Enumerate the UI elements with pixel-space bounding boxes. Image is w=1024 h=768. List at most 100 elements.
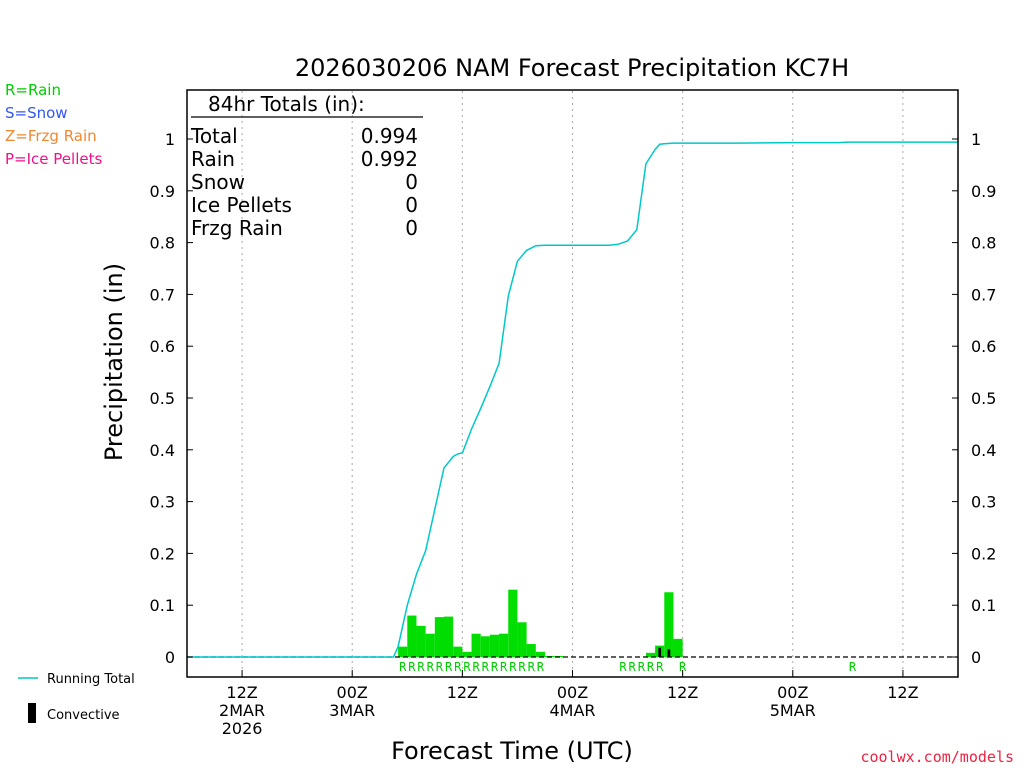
ptype-marker-20: R [656, 660, 664, 674]
precip-bar-12 [508, 589, 518, 657]
totals-value-1: 0.992 [361, 147, 418, 171]
ptype-marker-18: R [638, 660, 646, 674]
y-tick-label-right-6: 0.6 [971, 337, 996, 356]
precip-bar-7 [462, 651, 472, 657]
precip-bar-18 [645, 652, 656, 657]
x-tick-label-1-line1: 00Z [337, 683, 368, 702]
y-tick-label-left-1: 0.1 [150, 596, 175, 615]
precip-bar-8 [471, 633, 481, 657]
y-axis-label: Precipitation (in) [100, 263, 128, 461]
ptype-marker-5: R [445, 660, 453, 674]
running-total-line [187, 141, 958, 658]
x-tick-label-2-line1: 12Z [447, 683, 478, 702]
precip-type-legend: R=Rain S=Snow Z=Frzg Rain P=Ice Pellets [5, 81, 102, 168]
x-tick-label-5-line1: 00Z [777, 683, 808, 702]
ptype-marker-19: R [647, 660, 655, 674]
ptype-marker-11: R [500, 660, 508, 674]
y-tick-label-left-0: 0 [165, 648, 175, 667]
ptype-marker-22: R [849, 660, 857, 674]
precip-bar-11 [499, 633, 509, 657]
ptype-marker-6: R [454, 660, 462, 674]
x-tick-label-1-line2: 3MAR [329, 701, 375, 720]
totals-value-2: 0 [405, 170, 418, 194]
gridlines [241, 91, 904, 676]
y-tick-label-left-6: 0.6 [150, 337, 175, 356]
y-tick-label-left-5: 0.5 [150, 389, 175, 408]
convective-legend-label: Convective [47, 708, 120, 723]
plot-frame [186, 89, 959, 678]
precip-bar-9 [480, 636, 490, 657]
precip-bar-13 [517, 622, 527, 657]
ptype-marker-3: R [427, 660, 435, 674]
precip-bars [398, 589, 683, 657]
convective-bars [658, 647, 671, 657]
precip-bar-1 [407, 615, 417, 657]
x-tick-label-0-line3: 2026 [222, 719, 263, 738]
totals-label-1: Rain [191, 147, 235, 171]
totals-value-3: 0 [405, 193, 418, 217]
credit-text: coolwx.com/models [860, 748, 1014, 766]
totals-label-2: Snow [191, 170, 245, 194]
y-tick-label-left-2: 0.2 [150, 544, 175, 563]
running-total-legend-label: Running Total [47, 672, 135, 687]
y-axis-left: 0 0.1 0.2 0.3 0.4 0.5 0.6 0.7 0.8 0.9 1 [150, 130, 193, 667]
totals-box: 84hr Totals (in): Total 0.994 Rain 0.992 Sno… [190, 92, 423, 240]
ptype-legend-item-2: Z=Frzg Rain [5, 127, 97, 145]
ptype-marker-1: R [408, 660, 416, 674]
x-tick-label-0-line1: 12Z [226, 683, 257, 702]
y-tick-label-left-10: 1 [165, 130, 175, 149]
y-tick-label-right-2: 0.2 [971, 544, 996, 563]
y-tick-label-left-8: 0.8 [150, 234, 175, 253]
ptype-marker-9: R [482, 660, 490, 674]
precip-bar-2 [416, 625, 426, 657]
ptype-marker-2: R [417, 660, 425, 674]
ptype-marker-10: R [491, 660, 499, 674]
y-tick-label-right-8: 0.8 [971, 234, 996, 253]
totals-label-0: Total [190, 124, 238, 148]
x-tick-label-0-line2: 2MAR [219, 701, 265, 720]
x-tick-label-3-line2: 4MAR [549, 701, 595, 720]
ptype-marker-12: R [509, 660, 517, 674]
ptype-marker-21: R [679, 660, 687, 674]
y-tick-label-right-1: 0.1 [971, 596, 996, 615]
ptype-marker-16: R [619, 660, 627, 674]
totals-value-0: 0.994 [361, 124, 418, 148]
y-tick-label-right-7: 0.7 [971, 285, 996, 304]
precip-bar-4 [434, 617, 444, 657]
precip-bar-20 [664, 592, 674, 657]
y-tick-label-right-0: 0 [971, 648, 981, 667]
precip-bar-6 [453, 646, 463, 657]
convective-bar-0 [658, 647, 662, 657]
precip-bar-3 [425, 633, 435, 657]
ptype-marker-13: R [518, 660, 526, 674]
totals-value-4: 0 [405, 216, 418, 240]
totals-heading: 84hr Totals (in): [208, 92, 365, 116]
ptype-marker-8: R [473, 660, 481, 674]
y-tick-label-right-3: 0.3 [971, 493, 996, 512]
convective-bar-1 [667, 649, 671, 657]
ptype-marker-14: R [528, 660, 536, 674]
ptype-marker-7: R [463, 660, 471, 674]
ptype-legend-item-1: S=Snow [5, 104, 68, 122]
precip-bar-21 [673, 638, 683, 657]
precip-bar-0 [398, 646, 408, 657]
ptype-marker-15: R [537, 660, 545, 674]
convective-legend-swatch [28, 703, 36, 723]
y-tick-label-right-5: 0.5 [971, 389, 996, 408]
x-tick-label-6-line1: 12Z [887, 683, 918, 702]
ptype-legend-item-3: P=Ice Pellets [5, 150, 102, 168]
precip-bar-14 [526, 644, 536, 657]
x-axis-label: Forecast Time (UTC) [391, 737, 633, 765]
y-tick-label-left-7: 0.7 [150, 285, 175, 304]
ptype-marker-4: R [436, 660, 444, 674]
precip-bar-15 [535, 651, 545, 657]
ptype-marker-0: R [399, 660, 407, 674]
y-tick-label-right-9: 0.9 [971, 182, 996, 201]
x-tick-label-5-line2: 5MAR [770, 701, 816, 720]
precip-bar-5 [444, 616, 454, 657]
chart-title: 2026030206 NAM Forecast Precipitation KC… [295, 54, 849, 82]
y-tick-label-left-4: 0.4 [150, 441, 175, 460]
precip-bar-10 [489, 634, 500, 657]
